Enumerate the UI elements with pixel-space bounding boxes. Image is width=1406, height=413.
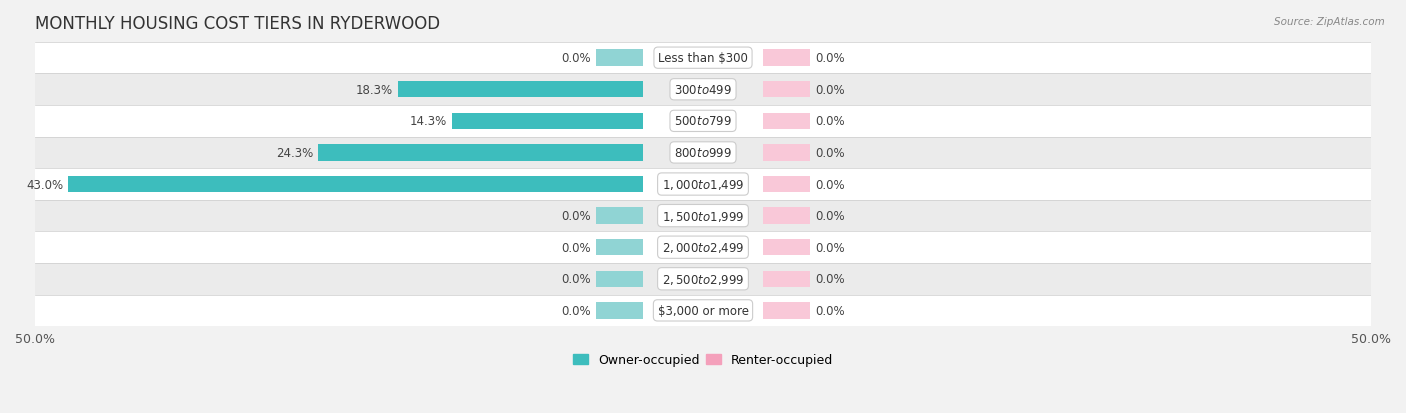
Bar — [398, 82, 643, 98]
Text: 0.0%: 0.0% — [561, 273, 591, 286]
Bar — [35, 43, 1371, 74]
Bar — [596, 50, 643, 67]
Bar — [318, 145, 643, 161]
Text: 0.0%: 0.0% — [815, 304, 845, 317]
Bar — [35, 106, 1371, 137]
Text: 0.0%: 0.0% — [561, 210, 591, 223]
Text: Less than $300: Less than $300 — [658, 52, 748, 65]
Text: 0.0%: 0.0% — [815, 210, 845, 223]
Text: 18.3%: 18.3% — [356, 83, 394, 97]
Text: $1,500 to $1,999: $1,500 to $1,999 — [662, 209, 744, 223]
Text: 43.0%: 43.0% — [25, 178, 63, 191]
Text: 0.0%: 0.0% — [815, 178, 845, 191]
Bar — [596, 208, 643, 224]
Text: 0.0%: 0.0% — [815, 52, 845, 65]
Legend: Owner-occupied, Renter-occupied: Owner-occupied, Renter-occupied — [568, 348, 838, 371]
Text: Source: ZipAtlas.com: Source: ZipAtlas.com — [1274, 17, 1385, 26]
Text: $1,000 to $1,499: $1,000 to $1,499 — [662, 178, 744, 192]
Bar — [763, 208, 810, 224]
Bar — [763, 240, 810, 256]
Bar — [35, 263, 1371, 295]
Text: 0.0%: 0.0% — [561, 241, 591, 254]
Bar — [763, 114, 810, 130]
Text: 24.3%: 24.3% — [276, 147, 314, 159]
Text: 0.0%: 0.0% — [815, 147, 845, 159]
Bar — [596, 271, 643, 287]
Text: 0.0%: 0.0% — [815, 115, 845, 128]
Bar — [35, 74, 1371, 106]
Bar — [35, 200, 1371, 232]
Bar — [763, 50, 810, 67]
Text: $2,500 to $2,999: $2,500 to $2,999 — [662, 272, 744, 286]
Text: 0.0%: 0.0% — [815, 241, 845, 254]
Bar — [763, 145, 810, 161]
Text: $500 to $799: $500 to $799 — [673, 115, 733, 128]
Text: $800 to $999: $800 to $999 — [673, 147, 733, 159]
Text: 0.0%: 0.0% — [815, 273, 845, 286]
Text: $3,000 or more: $3,000 or more — [658, 304, 748, 317]
Text: 0.0%: 0.0% — [561, 304, 591, 317]
Bar — [596, 302, 643, 319]
Bar — [35, 169, 1371, 200]
Bar — [763, 82, 810, 98]
Bar — [763, 302, 810, 319]
Text: 0.0%: 0.0% — [561, 52, 591, 65]
Text: 0.0%: 0.0% — [815, 83, 845, 97]
Bar — [35, 232, 1371, 263]
Text: $2,000 to $2,499: $2,000 to $2,499 — [662, 241, 744, 254]
Bar — [35, 137, 1371, 169]
Bar — [451, 114, 643, 130]
Bar — [596, 240, 643, 256]
Text: 14.3%: 14.3% — [409, 115, 447, 128]
Bar — [35, 295, 1371, 326]
Text: MONTHLY HOUSING COST TIERS IN RYDERWOOD: MONTHLY HOUSING COST TIERS IN RYDERWOOD — [35, 15, 440, 33]
Text: $300 to $499: $300 to $499 — [673, 83, 733, 97]
Bar — [763, 176, 810, 193]
Bar — [763, 271, 810, 287]
Bar — [69, 176, 643, 193]
